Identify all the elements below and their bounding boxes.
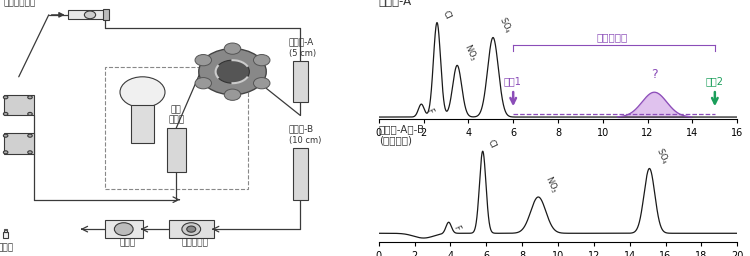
Circle shape <box>199 49 266 95</box>
Bar <box>4 230 8 232</box>
Circle shape <box>195 78 211 89</box>
Text: F: F <box>452 224 461 231</box>
Bar <box>292 148 308 200</box>
Text: SO$_4$: SO$_4$ <box>496 14 515 36</box>
Circle shape <box>3 96 8 99</box>
Bar <box>105 220 142 238</box>
Text: カラム-A: カラム-A <box>289 37 314 46</box>
Text: サプレッサ: サプレッサ <box>182 238 209 247</box>
Circle shape <box>28 151 32 154</box>
Bar <box>105 67 248 189</box>
Text: 系外に排出: 系外に排出 <box>596 33 628 42</box>
Circle shape <box>3 134 8 137</box>
Circle shape <box>195 55 211 66</box>
Bar <box>4 229 8 230</box>
Text: カラム: カラム <box>168 115 184 124</box>
Circle shape <box>254 78 270 89</box>
Text: NO$_3$: NO$_3$ <box>460 41 479 63</box>
Text: ?: ? <box>651 68 658 81</box>
Text: (5 cm): (5 cm) <box>289 49 316 58</box>
Text: (最終結果): (最終結果) <box>379 135 412 145</box>
Circle shape <box>182 223 201 236</box>
Circle shape <box>216 60 249 83</box>
Circle shape <box>84 11 96 19</box>
Text: インジェクタ: インジェクタ <box>4 0 36 8</box>
Bar <box>166 128 186 172</box>
Bar <box>131 105 154 143</box>
Circle shape <box>28 134 32 137</box>
Circle shape <box>3 151 8 154</box>
Bar <box>68 10 105 19</box>
Text: カラム-A＋-B: カラム-A＋-B <box>379 124 424 134</box>
Circle shape <box>224 89 241 100</box>
Text: 抵抗: 抵抗 <box>171 105 182 114</box>
Bar <box>169 220 214 238</box>
Bar <box>103 9 109 20</box>
Circle shape <box>120 77 165 108</box>
Circle shape <box>187 226 196 232</box>
Text: Cl: Cl <box>440 9 452 20</box>
Text: F: F <box>424 107 434 114</box>
Text: 切捩1: 切捩1 <box>503 76 521 86</box>
Circle shape <box>254 55 270 66</box>
Text: 検出器: 検出器 <box>119 238 136 247</box>
Text: NO$_3$: NO$_3$ <box>542 173 561 195</box>
Bar <box>292 61 308 102</box>
Circle shape <box>114 223 134 236</box>
Bar <box>4 95 34 115</box>
Text: 溶離液: 溶離液 <box>0 243 13 252</box>
Text: 切捩2: 切捩2 <box>706 76 724 86</box>
Bar <box>3 232 8 238</box>
Circle shape <box>224 43 241 54</box>
Circle shape <box>3 112 8 115</box>
Text: SO$_4$: SO$_4$ <box>653 146 672 167</box>
Bar <box>4 133 34 154</box>
Text: カラム-A: カラム-A <box>379 0 412 8</box>
Circle shape <box>28 112 32 115</box>
Text: (10 cm): (10 cm) <box>289 136 321 145</box>
Text: カラム-B: カラム-B <box>289 124 314 133</box>
Circle shape <box>28 96 32 99</box>
Text: Cl: Cl <box>485 138 497 150</box>
